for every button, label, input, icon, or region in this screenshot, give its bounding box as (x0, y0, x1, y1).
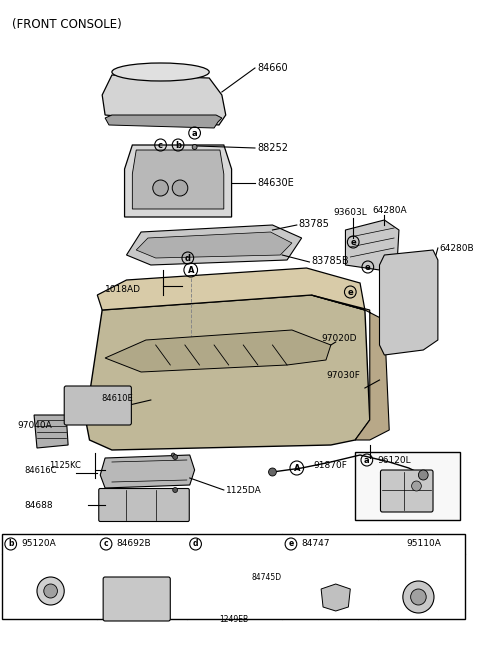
Text: 91870F: 91870F (313, 460, 347, 470)
Text: 95110A: 95110A (407, 539, 442, 549)
Circle shape (171, 453, 175, 457)
Text: a: a (364, 456, 370, 464)
Circle shape (419, 470, 428, 480)
Text: 83785: 83785 (299, 219, 330, 229)
Polygon shape (127, 225, 301, 265)
Polygon shape (124, 145, 231, 217)
Circle shape (192, 145, 197, 149)
Text: 84688: 84688 (24, 500, 53, 510)
Text: e: e (365, 262, 371, 272)
FancyBboxPatch shape (99, 488, 189, 522)
Polygon shape (100, 455, 194, 488)
Text: 97020D: 97020D (321, 334, 357, 343)
Text: A: A (188, 266, 194, 274)
Circle shape (269, 468, 276, 476)
Text: 1018AD: 1018AD (105, 284, 141, 294)
Text: 84660: 84660 (258, 63, 288, 73)
Text: 84630E: 84630E (258, 178, 295, 188)
Text: d: d (193, 539, 198, 549)
Polygon shape (312, 295, 389, 440)
Circle shape (173, 488, 178, 492)
Circle shape (44, 584, 58, 598)
Text: 1249EB: 1249EB (219, 615, 248, 624)
Text: 93603L: 93603L (334, 207, 368, 217)
Polygon shape (105, 115, 222, 128)
Text: (FRONT CONSOLE): (FRONT CONSOLE) (12, 18, 121, 31)
Text: d: d (185, 254, 191, 262)
Polygon shape (321, 584, 350, 611)
Text: (95120-2H400): (95120-2H400) (7, 557, 65, 567)
Text: A: A (294, 464, 300, 472)
Text: 96120L: 96120L (378, 456, 411, 464)
Text: e: e (348, 288, 353, 296)
Text: c: c (158, 140, 163, 149)
FancyBboxPatch shape (64, 386, 132, 425)
Circle shape (410, 589, 426, 605)
Polygon shape (85, 295, 370, 450)
Text: 95120A: 95120A (22, 539, 56, 549)
Text: 84610E: 84610E (101, 393, 133, 403)
Text: 1125KC: 1125KC (48, 460, 81, 470)
Text: e: e (288, 539, 294, 549)
FancyBboxPatch shape (355, 452, 460, 520)
Circle shape (172, 180, 188, 196)
Circle shape (173, 454, 178, 460)
Text: b: b (175, 140, 181, 149)
Text: e: e (350, 237, 356, 246)
Text: 97040A: 97040A (17, 421, 52, 429)
Text: 84692B: 84692B (117, 539, 151, 549)
Circle shape (153, 180, 168, 196)
Text: a: a (192, 128, 197, 138)
Text: 88252: 88252 (258, 143, 289, 153)
Circle shape (412, 481, 421, 491)
Text: 64280A: 64280A (372, 205, 408, 215)
Polygon shape (105, 330, 331, 372)
Text: 84747: 84747 (301, 539, 330, 549)
FancyBboxPatch shape (2, 534, 465, 619)
FancyBboxPatch shape (381, 470, 433, 512)
Text: 1125DA: 1125DA (226, 486, 262, 494)
Text: 83785B: 83785B (312, 256, 349, 266)
Circle shape (403, 581, 434, 613)
Polygon shape (380, 250, 438, 355)
Polygon shape (97, 268, 365, 310)
Polygon shape (136, 232, 292, 258)
Text: 64280B: 64280B (440, 244, 474, 252)
Text: 84616C: 84616C (24, 466, 57, 474)
Ellipse shape (112, 63, 209, 81)
Polygon shape (34, 415, 68, 448)
Polygon shape (346, 220, 399, 270)
Text: c: c (104, 539, 108, 549)
Polygon shape (102, 75, 226, 125)
Circle shape (37, 577, 64, 605)
Text: b: b (8, 539, 13, 549)
FancyBboxPatch shape (103, 577, 170, 621)
Text: 97030F: 97030F (326, 371, 360, 379)
Polygon shape (132, 150, 224, 209)
Text: 84745D: 84745D (251, 573, 281, 581)
